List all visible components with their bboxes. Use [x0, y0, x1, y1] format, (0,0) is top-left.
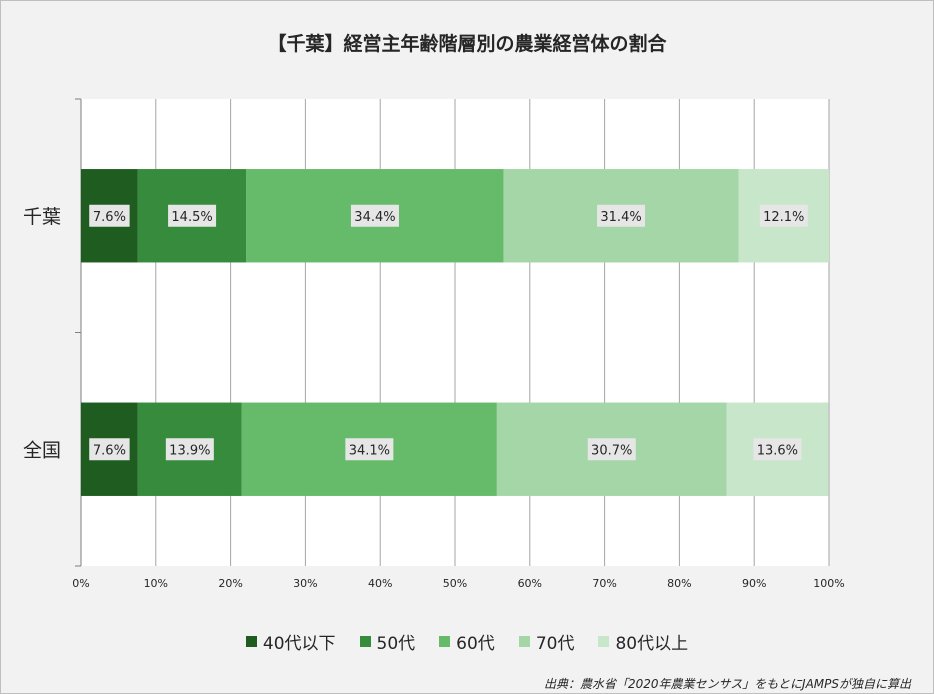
x-tick-label: 90%	[742, 577, 766, 590]
data-label-box	[759, 204, 808, 227]
legend-label: 70代	[535, 634, 575, 654]
legend-swatch	[245, 636, 257, 647]
legend-swatch	[439, 636, 451, 647]
legend-item: 60代	[439, 629, 495, 654]
x-tick-label: 30%	[293, 577, 317, 590]
x-tick-label: 10%	[144, 577, 168, 590]
legend-swatch	[598, 636, 610, 647]
data-label: 34.4%	[354, 210, 395, 225]
source-note: 出典：農水省「2020年農業センサス」をもとにJAMPSが独自に算出	[543, 677, 911, 691]
data-label-box	[350, 204, 399, 227]
data-label: 30.7%	[591, 443, 632, 458]
category-label: 千葉	[23, 206, 61, 228]
x-tick-label: 100%	[813, 577, 844, 590]
x-tick-label: 0%	[72, 577, 89, 590]
data-label-box	[168, 204, 217, 227]
data-label: 12.1%	[763, 210, 804, 225]
legend-swatch	[359, 636, 371, 647]
legend-swatch	[518, 636, 530, 647]
legend-label: 80代以上	[615, 634, 689, 654]
category-label: 全国	[23, 439, 61, 461]
legend-item: 40代以下	[245, 629, 336, 654]
data-label: 13.9%	[169, 443, 210, 458]
data-label-box	[89, 204, 130, 227]
legend-label: 60代	[456, 634, 495, 654]
legend-item: 70代	[518, 629, 575, 654]
data-label-box	[753, 438, 802, 461]
x-tick-label: 20%	[218, 577, 242, 590]
data-label: 7.6%	[93, 210, 126, 225]
legend: 40代以下 50代 60代 70代 80代以上	[1, 629, 933, 654]
x-tick-label: 80%	[667, 577, 691, 590]
x-tick-label: 60%	[518, 577, 542, 590]
x-tick-label: 70%	[592, 577, 616, 590]
data-label: 31.4%	[600, 210, 641, 225]
legend-label: 50代	[376, 634, 416, 654]
data-label-box	[597, 204, 646, 227]
x-tick-label: 50%	[443, 577, 467, 590]
legend-item: 80代以上	[598, 629, 688, 654]
data-label-box	[89, 438, 130, 461]
data-label: 13.6%	[757, 443, 798, 458]
plot-area: 0% 10% 20% 30% 40% 50% 60% 70% 80% 90% 100% 千葉 7.6% 1…	[23, 98, 845, 590]
chart-title: 【千葉】経営主年齢階層別の農業経営体の割合	[267, 33, 667, 55]
data-label: 34.1%	[349, 443, 390, 458]
legend-item: 50代	[359, 629, 416, 654]
data-label: 14.5%	[171, 210, 212, 225]
data-label-box	[587, 438, 636, 461]
data-label-box	[165, 438, 214, 461]
x-tick-label: 40%	[368, 577, 392, 590]
data-label-box	[345, 438, 394, 461]
data-label: 7.6%	[93, 443, 126, 458]
legend-label: 40代以下	[262, 634, 336, 654]
